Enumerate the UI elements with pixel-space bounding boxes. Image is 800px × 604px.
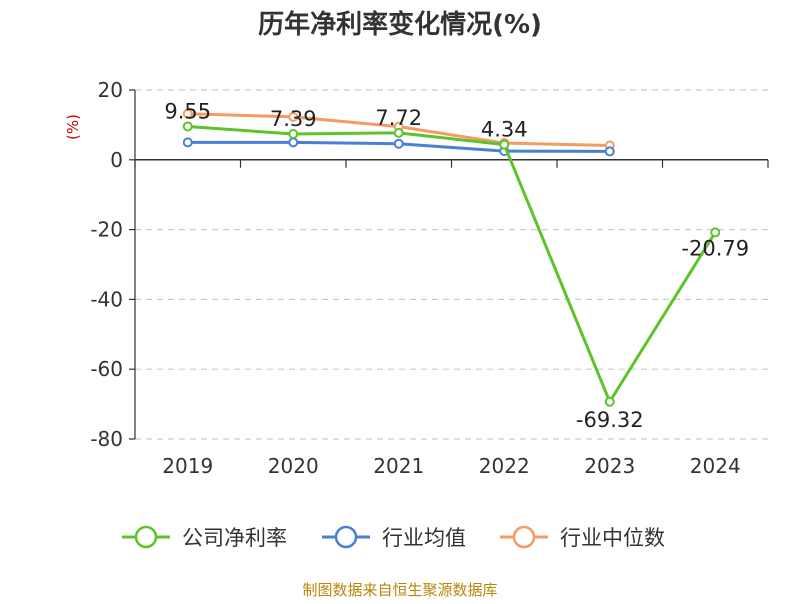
data-point (182, 137, 193, 148)
legend: 公司净利率 行业均值 行业中位数 (122, 525, 665, 550)
x-tick-label: 2024 (690, 454, 741, 478)
data-label-layer: 9.55 7.39 7.72 4.34 -69.32 -20.79 (164, 99, 749, 431)
data-point (604, 146, 615, 157)
data-label: 4.34 (481, 118, 528, 142)
data-point (288, 111, 299, 122)
data-point (393, 127, 404, 138)
y-tick-label: -60 (90, 357, 123, 381)
data-label: 7.39 (270, 107, 317, 131)
data-point (393, 138, 404, 149)
y-tick-label: -20 (90, 218, 123, 242)
series-line (187, 124, 717, 404)
data-label: 7.72 (375, 106, 422, 130)
data-point (182, 108, 193, 119)
data-point (499, 139, 510, 150)
chart-title: 历年净利率变化情况(%) (258, 9, 542, 40)
x-tick-label: 2021 (373, 454, 424, 478)
data-label: -20.79 (681, 237, 749, 261)
source-note: 制图数据来自恒生聚源数据库 (302, 581, 497, 599)
data-point (710, 227, 721, 238)
legend-swatch-marker (134, 525, 158, 549)
data-label: -69.32 (576, 408, 644, 432)
data-point (288, 129, 299, 140)
legend-swatch-marker (512, 525, 536, 549)
y-tick-label: -40 (90, 287, 123, 311)
y-axis-label: (%) (64, 114, 82, 140)
data-point (604, 396, 615, 407)
legend-label: 公司净利率 (182, 526, 287, 550)
axis-layer: 20 0 -20 -40 -60 -80 2019 2020 2021 2022 2023 2024 (90, 78, 769, 478)
data-label: 9.55 (164, 99, 211, 123)
legend-label: 行业均值 (382, 526, 466, 550)
x-tick-label: 2020 (268, 454, 319, 478)
x-tick-label: 2019 (162, 454, 213, 478)
data-point (182, 121, 193, 132)
x-tick-label: 2023 (584, 454, 635, 478)
x-tick-label: 2022 (479, 454, 530, 478)
data-point (288, 137, 299, 148)
y-tick-label: 0 (110, 148, 123, 172)
legend-label: 行业中位数 (560, 526, 665, 550)
legend-swatch-marker (334, 525, 358, 549)
y-tick-label: 20 (98, 78, 123, 102)
y-tick-label: -80 (90, 427, 123, 451)
series-layer (182, 108, 721, 407)
